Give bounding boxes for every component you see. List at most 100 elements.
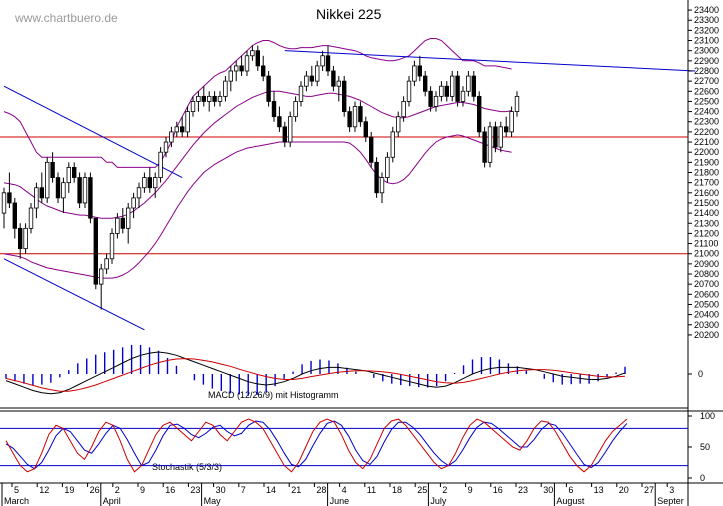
- candle-body: [433, 95, 439, 107]
- x-day-label: 6: [568, 485, 573, 495]
- x-day-label: 26: [90, 485, 100, 495]
- candle-body: [39, 187, 44, 199]
- macd-label: MACD (12/26/9) mit Histogramm: [208, 390, 339, 400]
- y-tick-label: 21700: [694, 178, 719, 188]
- candle-body: [260, 65, 266, 77]
- y-tick-label: 20500: [694, 299, 719, 309]
- macd-zero-label: 0: [698, 369, 703, 379]
- candle-body: [190, 101, 196, 112]
- candle-body: [417, 65, 422, 77]
- candle-body: [66, 167, 71, 184]
- candle-body: [309, 75, 314, 82]
- y-tick-label: 22900: [694, 56, 719, 66]
- x-day-label: 4: [342, 485, 347, 495]
- price-layer: [0, 38, 696, 331]
- y-tick-label: 22400: [694, 107, 719, 117]
- candle-body: [179, 126, 185, 133]
- candle-body: [120, 217, 125, 229]
- x-day-label: 23: [190, 485, 200, 495]
- candle-body: [444, 85, 449, 97]
- candle-body: [212, 95, 217, 102]
- candle-body: [196, 95, 201, 102]
- stoch-tick-label: 0: [700, 473, 705, 483]
- candle-body: [498, 126, 503, 148]
- candle-body: [401, 101, 406, 118]
- macd-layer: [5, 344, 626, 396]
- stoch-d-line: [5, 420, 628, 470]
- candle-body: [331, 70, 336, 87]
- candle-body: [72, 167, 77, 178]
- candle-body: [514, 95, 520, 112]
- y-tick-label: 23300: [694, 15, 719, 25]
- candle-body: [428, 90, 433, 107]
- y-tick-label: 22300: [694, 117, 719, 127]
- x-day-label: 2: [442, 485, 447, 495]
- candle-body: [358, 106, 363, 123]
- candle-body: [482, 131, 487, 163]
- candle-body: [201, 95, 206, 102]
- candle-body: [244, 55, 250, 72]
- y-tick-label: 21900: [694, 157, 719, 167]
- candle-body: [109, 233, 115, 260]
- bollinger-lower: [3, 134, 512, 279]
- candle-body: [77, 177, 82, 204]
- x-day-label: 25: [417, 485, 427, 495]
- candle-body: [304, 75, 309, 87]
- candle-body: [455, 75, 460, 102]
- y-tick-label: 21800: [694, 168, 719, 178]
- x-day-label: 18: [392, 485, 402, 495]
- y-tick-label: 22500: [694, 96, 719, 106]
- x-day-label: 12: [39, 485, 49, 495]
- y-tick-label: 20200: [694, 330, 719, 340]
- macd-line: [5, 351, 626, 395]
- x-day-label: 14: [266, 485, 276, 495]
- y-tick-label: 20600: [694, 289, 719, 299]
- candle-body: [412, 65, 417, 82]
- x-day-label: 23: [518, 485, 528, 495]
- chart-title: Nikkei 225: [316, 6, 382, 22]
- candle-body: [169, 131, 174, 143]
- x-day-label: 30: [216, 485, 226, 495]
- candle-body: [341, 80, 347, 112]
- candle-body: [142, 177, 147, 189]
- candle-body: [363, 121, 368, 138]
- x-day-label: 27: [644, 485, 654, 495]
- candle-body: [293, 101, 298, 118]
- x-day-label: 5: [14, 485, 19, 495]
- candle-body: [233, 65, 239, 72]
- y-tick-label: 21600: [694, 188, 719, 198]
- y-tick-label: 20400: [694, 310, 719, 320]
- candle-body: [476, 95, 482, 133]
- candle-body: [271, 101, 277, 118]
- candle-body: [152, 177, 158, 189]
- y-tick-label: 20900: [694, 259, 719, 269]
- y-tick-label: 21500: [694, 198, 719, 208]
- candle-body: [34, 187, 39, 209]
- candle-body: [206, 95, 212, 102]
- y-tick-label: 22200: [694, 127, 719, 137]
- x-day-label: 3: [669, 485, 674, 495]
- candle-body: [395, 116, 401, 133]
- candle-body: [93, 217, 98, 285]
- candle-body: [487, 126, 493, 163]
- candle-body: [12, 202, 17, 229]
- y-tick-label: 20700: [694, 279, 719, 289]
- candle-body: [347, 111, 352, 128]
- candle-body: [136, 187, 142, 199]
- y-tick-label: 20800: [694, 269, 719, 279]
- y-tick-label: 23400: [694, 5, 719, 15]
- x-day-label: 2: [115, 485, 120, 495]
- trendline: [3, 85, 183, 179]
- candle-body: [352, 106, 358, 128]
- candle-body: [379, 177, 385, 194]
- x-day-label: 9: [140, 485, 145, 495]
- y-tick-label: 22800: [694, 66, 719, 76]
- x-month-label: April: [103, 496, 121, 506]
- candle-body: [266, 75, 271, 102]
- x-day-label: 30: [543, 485, 553, 495]
- y-tick-label: 22100: [694, 137, 719, 147]
- candle-body: [163, 141, 169, 153]
- candle-body: [99, 268, 104, 285]
